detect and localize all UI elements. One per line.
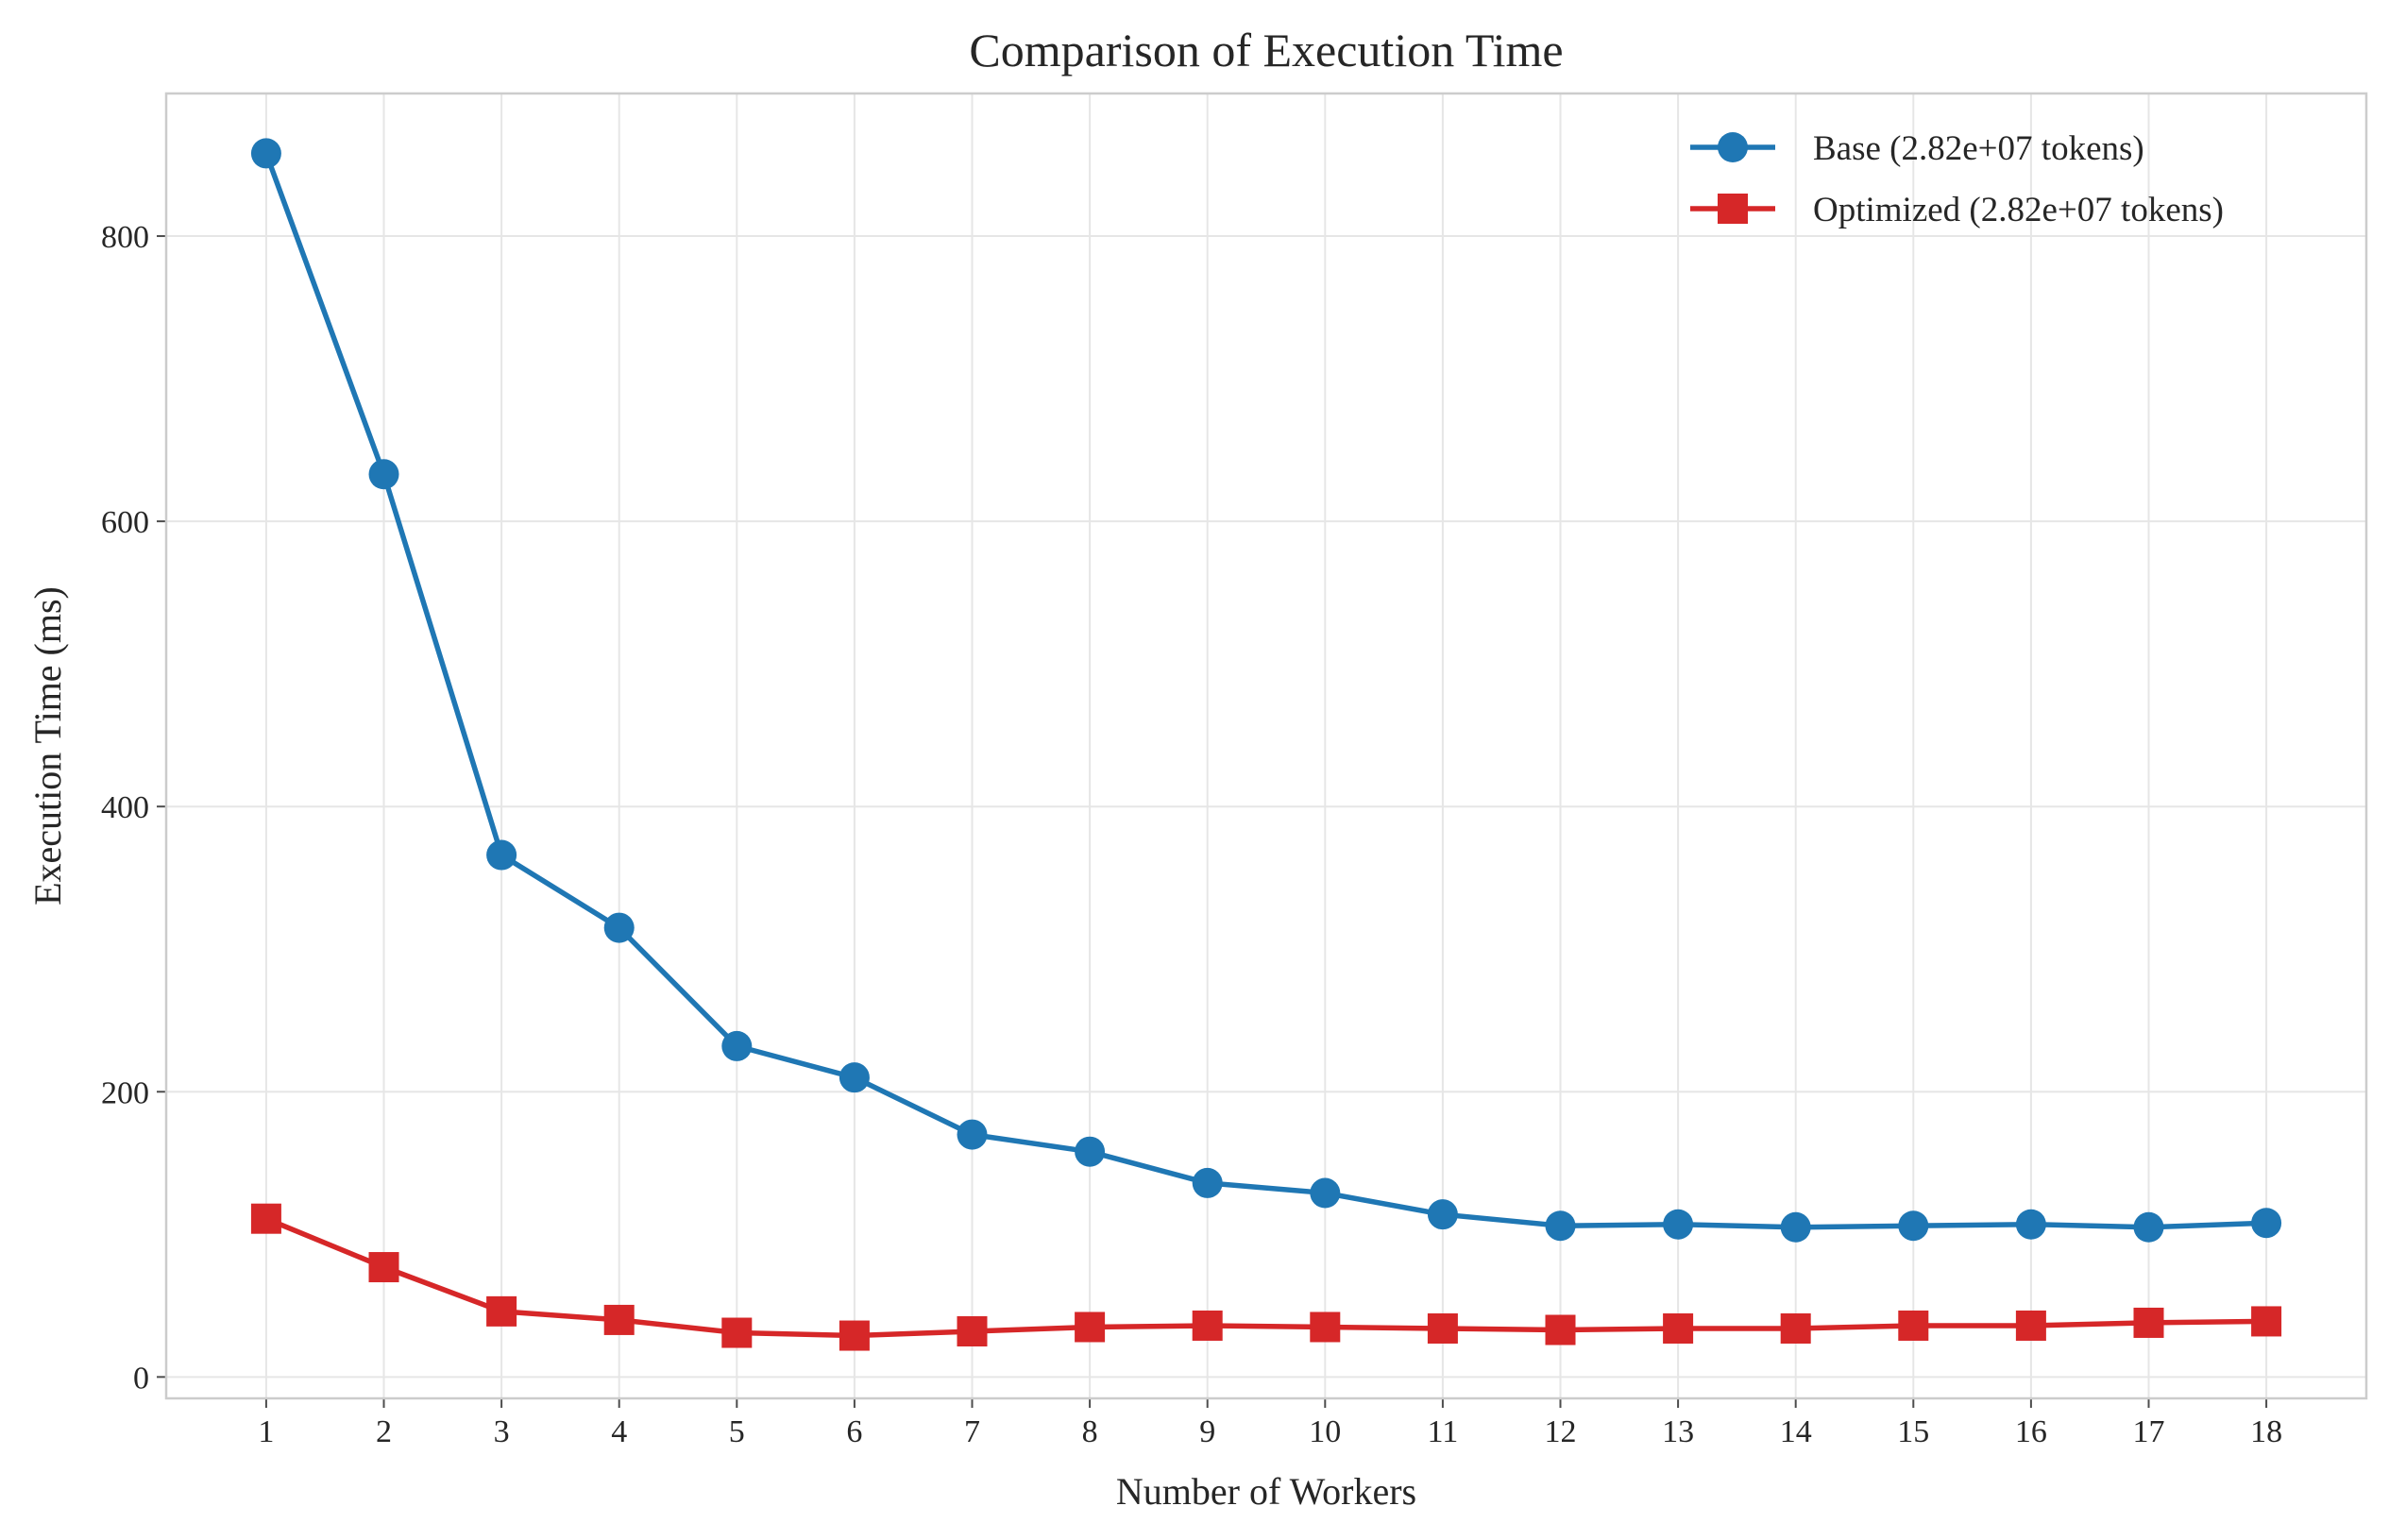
data-point bbox=[1898, 1310, 1929, 1341]
series-1 bbox=[250, 1203, 2282, 1351]
legend-marker bbox=[1718, 194, 1748, 224]
data-point bbox=[486, 839, 517, 871]
data-point bbox=[1545, 1210, 1576, 1242]
x-tick-label: 8 bbox=[1082, 1414, 1098, 1449]
data-point bbox=[603, 912, 635, 943]
x-tick-label: 3 bbox=[494, 1414, 510, 1449]
data-point bbox=[957, 1119, 988, 1150]
data-point bbox=[1192, 1310, 1223, 1341]
data-point bbox=[1427, 1312, 1458, 1344]
data-point bbox=[1545, 1314, 1576, 1345]
chart-title: Comparison of Execution Time bbox=[969, 24, 1563, 76]
data-point bbox=[721, 1317, 753, 1348]
y-tick-label: 400 bbox=[101, 790, 149, 825]
x-tick-label: 6 bbox=[846, 1414, 862, 1449]
data-point bbox=[1310, 1177, 1341, 1209]
y-tick-label: 600 bbox=[101, 505, 149, 540]
x-tick-label: 12 bbox=[1544, 1414, 1576, 1449]
y-tick-label: 0 bbox=[133, 1361, 149, 1396]
legend-label: Base (2.82e+07 tokens) bbox=[1813, 129, 2144, 168]
x-tick-label: 10 bbox=[1309, 1414, 1341, 1449]
data-point bbox=[1663, 1312, 1694, 1344]
data-point bbox=[250, 138, 281, 169]
legend: Base (2.82e+07 tokens) Optimized (2.82e+0… bbox=[1690, 129, 2224, 229]
x-tick-label: 5 bbox=[729, 1414, 745, 1449]
y-tick-label: 800 bbox=[101, 220, 149, 255]
data-point bbox=[1898, 1210, 1929, 1242]
data-point bbox=[1310, 1312, 1341, 1343]
data-point bbox=[250, 1203, 281, 1234]
legend-entry: Optimized (2.82e+07 tokens) bbox=[1690, 191, 2224, 229]
series-line bbox=[263, 1215, 2269, 1339]
plot-frame bbox=[164, 92, 2368, 1400]
x-tick-label: 9 bbox=[1199, 1414, 1215, 1449]
data-point bbox=[368, 1252, 399, 1283]
x-tick-label: 11 bbox=[1428, 1414, 1459, 1449]
data-point bbox=[1780, 1211, 1811, 1243]
x-tick-label: 14 bbox=[1780, 1414, 1812, 1449]
x-tick-label: 1 bbox=[258, 1414, 274, 1449]
data-point bbox=[1075, 1136, 1106, 1167]
x-tick-label: 13 bbox=[1662, 1414, 1694, 1449]
data-point bbox=[2015, 1209, 2046, 1240]
data-point bbox=[1780, 1312, 1811, 1344]
x-tick-label: 2 bbox=[376, 1414, 392, 1449]
y-tick-label: 200 bbox=[101, 1075, 149, 1110]
x-axis-label: Number of Workers bbox=[1116, 1470, 1416, 1513]
legend-label: Optimized (2.82e+07 tokens) bbox=[1813, 191, 2224, 229]
data-point bbox=[839, 1062, 870, 1093]
legend-entry: Base (2.82e+07 tokens) bbox=[1690, 129, 2144, 168]
data-point bbox=[2251, 1306, 2282, 1337]
grid bbox=[166, 93, 2366, 1398]
x-tick-label: 7 bbox=[964, 1414, 980, 1449]
data-point bbox=[1075, 1312, 1106, 1343]
data-point bbox=[486, 1295, 517, 1327]
data-point bbox=[2251, 1208, 2282, 1239]
data-point bbox=[957, 1316, 988, 1347]
x-tick-label: 15 bbox=[1897, 1414, 1929, 1449]
data-point bbox=[603, 1304, 635, 1335]
x-tick-label: 17 bbox=[2132, 1414, 2164, 1449]
data-point bbox=[2133, 1211, 2164, 1243]
data-point bbox=[839, 1320, 870, 1351]
data-point bbox=[1192, 1167, 1223, 1198]
x-tick-label: 16 bbox=[2015, 1414, 2047, 1449]
data-point bbox=[2015, 1310, 2046, 1341]
x-tick-label: 18 bbox=[2250, 1414, 2282, 1449]
data-point bbox=[1427, 1199, 1458, 1230]
data-point bbox=[721, 1030, 753, 1061]
x-tick-label: 4 bbox=[611, 1414, 627, 1449]
y-axis-label: Execution Time (ms) bbox=[26, 586, 69, 905]
data-point bbox=[368, 459, 399, 490]
legend-marker bbox=[1718, 132, 1748, 162]
series-0 bbox=[250, 138, 2282, 1243]
data-point bbox=[2133, 1307, 2164, 1338]
series-line bbox=[263, 150, 2269, 1230]
data-point bbox=[1663, 1209, 1694, 1240]
series-layer bbox=[250, 138, 2282, 1351]
